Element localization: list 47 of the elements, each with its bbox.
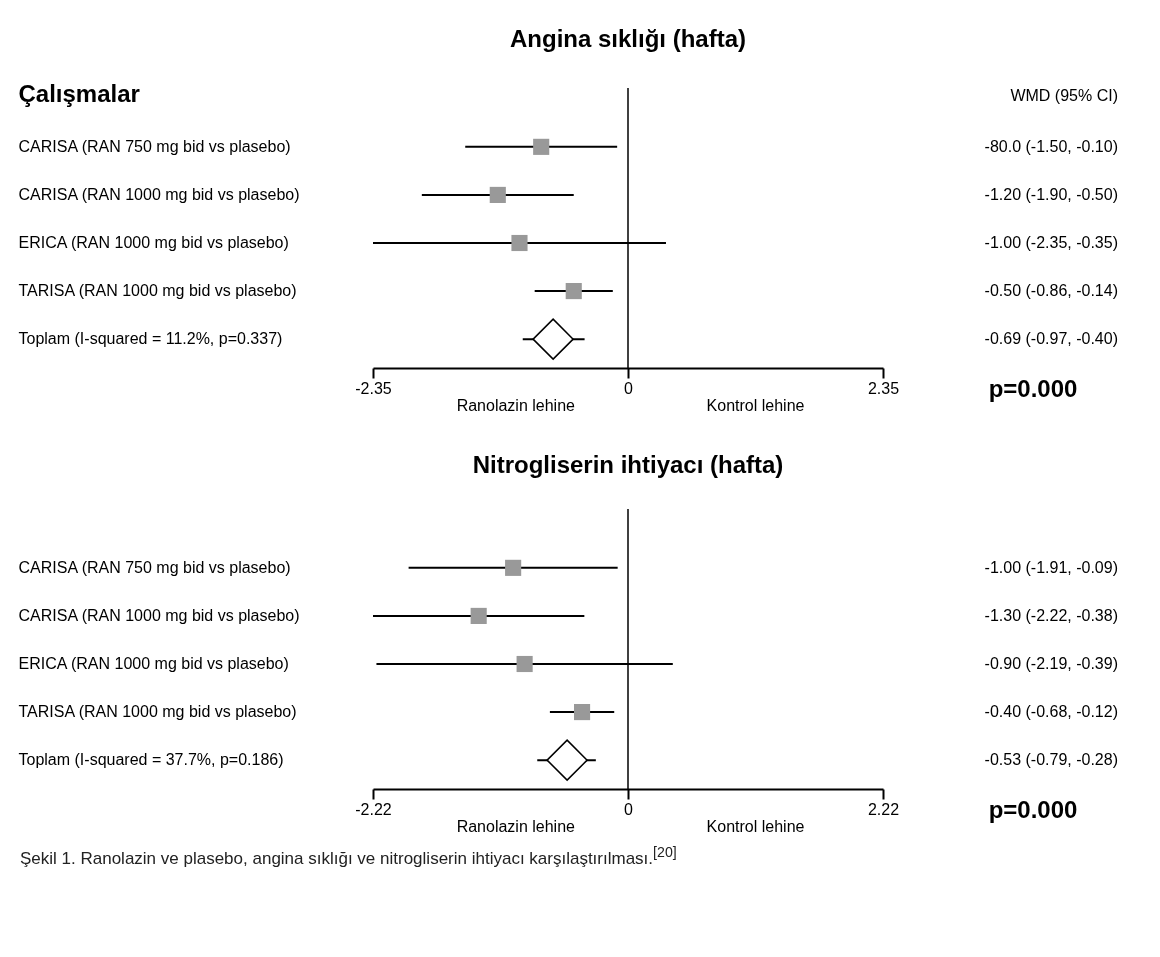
point: [565, 283, 582, 300]
text: WMD (95% CI): [1010, 87, 1118, 104]
text: p=0.000: [988, 375, 1078, 402]
text: Şekil 1. Ranolazin ve plasebo, angina sıklığı ve nitrogliserin ihtiyacı karşılaştırılması.$^{[20]}$: [20, 844, 678, 869]
point: [533, 138, 550, 155]
text: Ranolazin lehine: [456, 818, 576, 835]
text: -1.00 (-2.35, -0.35): [984, 234, 1118, 251]
point: [532, 318, 574, 360]
y-tick-label: CARISA (RAN 1000 mg bid vs plasebo): [18, 185, 300, 203]
point: [511, 234, 528, 252]
text: p=0.000: [988, 796, 1078, 823]
y-tick-label: Toplam (I-squared = 11.2%, p=0.337): [18, 330, 283, 348]
y-axis-title: Çalışmalar: [18, 79, 140, 107]
y-tick-label: CARISA (RAN 750 mg bid vs plasebo): [18, 137, 291, 155]
x-tick-label: -2.22: [355, 800, 392, 818]
y-tick-label: ERICA (RAN 1000 mg bid vs plasebo): [18, 655, 289, 672]
y-tick-label: TARISA (RAN 1000 mg bid vs plasebo): [18, 282, 297, 300]
y-tick-label: TARISA (RAN 1000 mg bid vs plasebo): [18, 703, 297, 721]
x-tick-label: 2.22: [867, 800, 900, 818]
y-tick-label: CARISA (RAN 1000 mg bid vs plasebo): [18, 606, 300, 624]
point: [470, 607, 487, 624]
x-tick-label: 0: [624, 379, 634, 397]
text: Ranolazin lehine: [456, 397, 576, 414]
point: [546, 739, 588, 781]
y-tick-label: ERICA (RAN 1000 mg bid vs plasebo): [18, 234, 289, 251]
text: -0.50 (-0.86, -0.14): [984, 282, 1118, 300]
chart-title: Nitrogliserin ihtiyacı (hafta): [472, 451, 784, 479]
y-tick-label: CARISA (RAN 750 mg bid vs plasebo): [18, 558, 291, 576]
text: Kontrol lehine: [706, 397, 805, 414]
x-tick-label: 0: [624, 800, 634, 818]
text: -0.69 (-0.97, -0.40): [984, 330, 1118, 348]
chart-title: Angina sıklığı (hafta): [509, 25, 747, 52]
text: Kontrol lehine: [706, 818, 805, 835]
text: -1.20 (-1.90, -0.50): [984, 185, 1118, 203]
x-tick-label: -2.35: [355, 379, 392, 397]
y-tick-label: Toplam (I-squared = 37.7%, p=0.186): [18, 751, 284, 769]
text: -1.30 (-2.22, -0.38): [984, 606, 1118, 624]
point: [573, 704, 591, 721]
text: -80.0 (-1.50, -0.10): [984, 137, 1118, 155]
point: [516, 655, 533, 673]
text: -1.00 (-1.91, -0.09): [984, 558, 1118, 576]
x-tick-label: 2.35: [867, 379, 900, 397]
point: [505, 559, 522, 576]
text: -0.90 (-2.19, -0.39): [984, 655, 1118, 672]
text: -0.40 (-0.68, -0.12): [984, 703, 1118, 721]
point: [489, 186, 506, 203]
text: -0.53 (-0.79, -0.28): [984, 751, 1118, 769]
